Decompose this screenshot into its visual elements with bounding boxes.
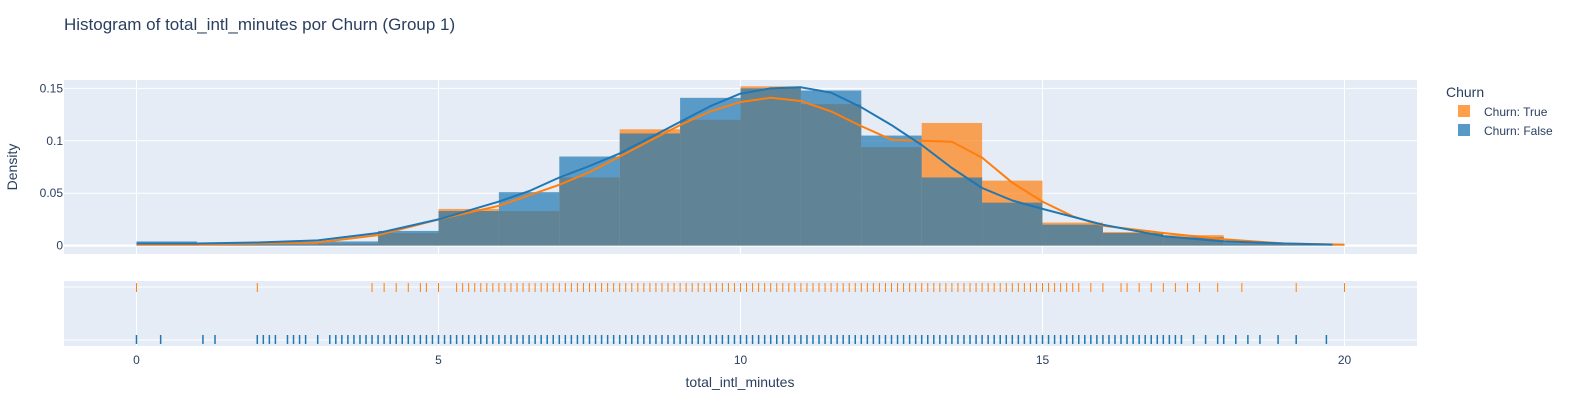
- churn-false-bar[interactable]: [1163, 237, 1224, 246]
- rug-marks[interactable]: [135, 283, 1346, 344]
- y-tick-label: 0.05: [40, 186, 64, 200]
- churn-false-kde-line[interactable]: [136, 86, 1333, 246]
- churn-false-bar[interactable]: [378, 230, 439, 246]
- churn-false-bar[interactable]: [921, 177, 983, 246]
- x-tick-label: 10: [734, 353, 748, 367]
- churn-false-bar[interactable]: [498, 192, 560, 246]
- churn-false-bar[interactable]: [1102, 233, 1164, 246]
- churn-false-bar[interactable]: [680, 97, 741, 246]
- legend: Churn Churn: True Churn: False: [1446, 84, 1553, 138]
- x-tick-label: 0: [133, 353, 140, 367]
- churn-false-bar[interactable]: [559, 156, 620, 246]
- y-axis-title: Density: [4, 144, 20, 191]
- legend-swatch-churn-true: [1458, 105, 1470, 117]
- y-tick-label: 0.15: [40, 81, 64, 95]
- churn-false-bar[interactable]: [619, 133, 681, 246]
- churn-false-bar[interactable]: [257, 243, 318, 246]
- x-axis-ticks: 0 5 10 15 20: [133, 353, 1351, 367]
- churn-false-bar[interactable]: [1042, 224, 1103, 246]
- churn-false-bar[interactable]: [800, 90, 862, 246]
- x-tick-label: 20: [1338, 353, 1352, 367]
- x-tick-label: 5: [435, 353, 442, 367]
- chart-title: Histogram of total_intl_minutes por Chur…: [64, 15, 455, 34]
- legend-title: Churn: [1446, 84, 1484, 100]
- x-axis-title: total_intl_minutes: [686, 374, 795, 390]
- legend-label-churn-false: Churn: False: [1484, 124, 1553, 138]
- kde-curves[interactable]: [136, 86, 1345, 246]
- churn-false-bar[interactable]: [1223, 242, 1285, 246]
- y-tick-label: 0.1: [46, 134, 63, 148]
- x-tick-label: 15: [1036, 353, 1050, 367]
- legend-item-churn-false[interactable]: Churn: False: [1458, 124, 1553, 138]
- legend-label-churn-true: Churn: True: [1484, 105, 1548, 119]
- y-tick-label: 0: [56, 239, 63, 253]
- churn-false-bars[interactable]: [136, 88, 1345, 246]
- churn-false-bar[interactable]: [982, 202, 1043, 246]
- legend-item-churn-true[interactable]: Churn: True: [1458, 105, 1548, 119]
- churn-false-bar[interactable]: [196, 244, 258, 246]
- churn-false-bar[interactable]: [861, 135, 922, 246]
- legend-swatch-churn-false: [1458, 124, 1470, 136]
- churn-false-bar[interactable]: [740, 88, 801, 246]
- y-axis-ticks: 0 0.05 0.1 0.15: [40, 81, 64, 252]
- churn-false-bar[interactable]: [317, 241, 379, 246]
